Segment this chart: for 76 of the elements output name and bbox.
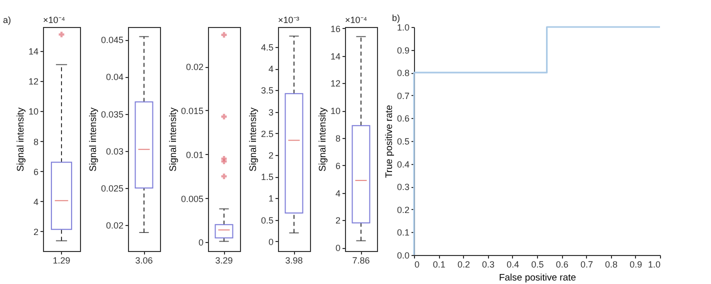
x-tick-label: 3.98 xyxy=(285,256,303,266)
x-tick-label: 1.0 xyxy=(648,260,660,270)
y-tick-label: 1.0 xyxy=(396,22,410,32)
chart-title: a) xyxy=(3,15,12,25)
y-tick-label: 6 xyxy=(33,166,38,177)
y-tick-label: 0 xyxy=(335,243,340,254)
y-axis-title: Signal intensity xyxy=(15,107,26,172)
y-tick-label: 0.8 xyxy=(396,68,410,78)
y-tick-label: 0.03 xyxy=(106,146,124,156)
x-tick-label: 0.6 xyxy=(556,260,568,270)
y-tick-label: 0.045 xyxy=(100,35,124,46)
text: ×10⁻³ xyxy=(278,15,300,25)
y-tick-label: 0.0 xyxy=(396,250,410,260)
y-tick-label: 1 xyxy=(268,194,274,204)
x-tick-label: 0.1 xyxy=(432,260,446,270)
y-tick-label: 12 xyxy=(28,76,38,87)
y-tick-label: 0.7 xyxy=(396,90,410,101)
y-tick-label: 4 xyxy=(268,64,274,74)
y-tick-label: 10 xyxy=(330,106,340,116)
y-tick-label: 0.01 xyxy=(186,150,204,160)
y-axis-title: True positive rate xyxy=(384,104,395,178)
x-tick-label: 0.9 xyxy=(630,260,642,270)
x-tick-label: 1.29 xyxy=(52,256,70,266)
x-tick-label: 0.4 xyxy=(506,260,520,270)
y-tick-label: 2 xyxy=(33,226,38,237)
y-tick-label: 4 xyxy=(33,196,38,207)
y-tick-label: 0.4 xyxy=(396,159,410,170)
y-axis-title: Signal intensity xyxy=(317,107,328,172)
y-tick-label: 0.04 xyxy=(106,72,124,82)
y-tick-label: 0.015 xyxy=(180,106,204,116)
y-tick-label: 0.02 xyxy=(106,220,124,231)
y-tick-label: 6 xyxy=(335,160,340,171)
y-tick-label: 0.5 xyxy=(396,136,410,146)
y-tick-label: 0.005 xyxy=(180,194,204,204)
x-tick-label: 0.2 xyxy=(457,260,470,270)
y-tick-label: 0.6 xyxy=(396,114,410,124)
y-axis-title: Signal intensity xyxy=(88,107,99,172)
chart-title: b) xyxy=(392,13,400,23)
y-tick-label: 1.5 xyxy=(260,172,274,182)
y-tick-label: 8 xyxy=(33,136,38,147)
y-tick-label: 8 xyxy=(335,133,340,144)
x-tick-label: 0.8 xyxy=(605,260,618,270)
text: ×10⁻⁴ xyxy=(345,15,368,25)
y-tick-label: 0.2 xyxy=(396,204,410,215)
y-tick-label: 0.1 xyxy=(396,228,410,238)
x-tick-label: 0.7 xyxy=(580,260,593,270)
x-tick-label: 0.5 xyxy=(531,260,544,270)
y-tick-label: 0 xyxy=(198,238,204,248)
y-tick-label: 12 xyxy=(330,78,340,89)
y-axis-title: Signal intensity xyxy=(168,107,179,172)
y-tick-label: 2 xyxy=(335,216,340,226)
y-tick-label: 0.035 xyxy=(100,109,124,120)
y-tick-label: 3 xyxy=(268,107,274,118)
y-tick-label: 0.5 xyxy=(260,215,274,226)
y-tick-label: 2 xyxy=(268,150,274,160)
x-axis-title: False positive rate xyxy=(498,272,576,284)
y-tick-label: 0.9 xyxy=(396,45,410,56)
x-tick-label: 7.86 xyxy=(352,256,370,266)
y-tick-label: 2.5 xyxy=(260,128,274,139)
y-tick-label: 4 xyxy=(335,188,340,198)
x-tick-label: 0.3 xyxy=(482,260,495,270)
y-tick-label: 0.02 xyxy=(186,62,204,72)
x-tick-label: 0 xyxy=(414,260,420,270)
text: ×10⁻⁴ xyxy=(43,15,66,25)
x-tick-label: 3.29 xyxy=(215,256,233,266)
y-tick-label: 0.025 xyxy=(100,183,124,194)
y-tick-label: 10 xyxy=(28,106,38,117)
y-tick-label: 16 xyxy=(330,24,340,34)
y-tick-label: 14 xyxy=(28,46,38,57)
y-tick-label: 3.5 xyxy=(260,86,274,96)
y-tick-label: 4.5 xyxy=(260,42,274,52)
y-tick-label: 0.3 xyxy=(396,182,410,192)
y-axis-title: Signal intensity xyxy=(248,107,259,172)
y-tick-label: 14 xyxy=(330,51,340,62)
y-tick-label: 0 xyxy=(268,236,274,247)
x-tick-label: 3.06 xyxy=(135,256,153,266)
